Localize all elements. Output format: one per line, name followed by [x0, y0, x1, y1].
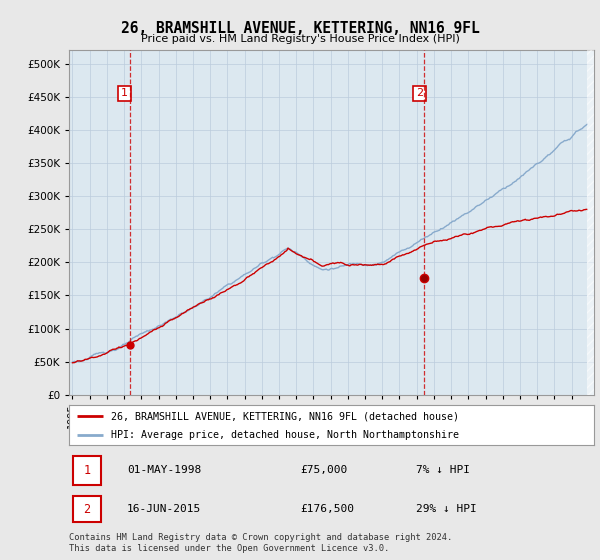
Text: 7% ↓ HPI: 7% ↓ HPI: [415, 465, 470, 475]
Text: 26, BRAMSHILL AVENUE, KETTERING, NN16 9FL (detached house): 26, BRAMSHILL AVENUE, KETTERING, NN16 9F…: [111, 411, 459, 421]
Bar: [587, 50, 594, 395]
Text: £176,500: £176,500: [300, 505, 354, 514]
Text: 2: 2: [83, 503, 91, 516]
FancyBboxPatch shape: [73, 456, 101, 484]
Text: 26, BRAMSHILL AVENUE, KETTERING, NN16 9FL: 26, BRAMSHILL AVENUE, KETTERING, NN16 9F…: [121, 21, 479, 36]
Text: HPI: Average price, detached house, North Northamptonshire: HPI: Average price, detached house, Nort…: [111, 430, 459, 440]
Text: 1: 1: [121, 88, 128, 99]
Text: 29% ↓ HPI: 29% ↓ HPI: [415, 505, 476, 514]
Text: Contains HM Land Registry data © Crown copyright and database right 2024.
This d: Contains HM Land Registry data © Crown c…: [69, 533, 452, 553]
Text: Price paid vs. HM Land Registry's House Price Index (HPI): Price paid vs. HM Land Registry's House …: [140, 34, 460, 44]
Text: 16-JUN-2015: 16-JUN-2015: [127, 505, 201, 514]
Text: £75,000: £75,000: [300, 465, 347, 475]
FancyBboxPatch shape: [73, 496, 101, 522]
Text: 1: 1: [83, 464, 91, 477]
Text: 01-MAY-1998: 01-MAY-1998: [127, 465, 201, 475]
Text: 2: 2: [416, 88, 423, 99]
